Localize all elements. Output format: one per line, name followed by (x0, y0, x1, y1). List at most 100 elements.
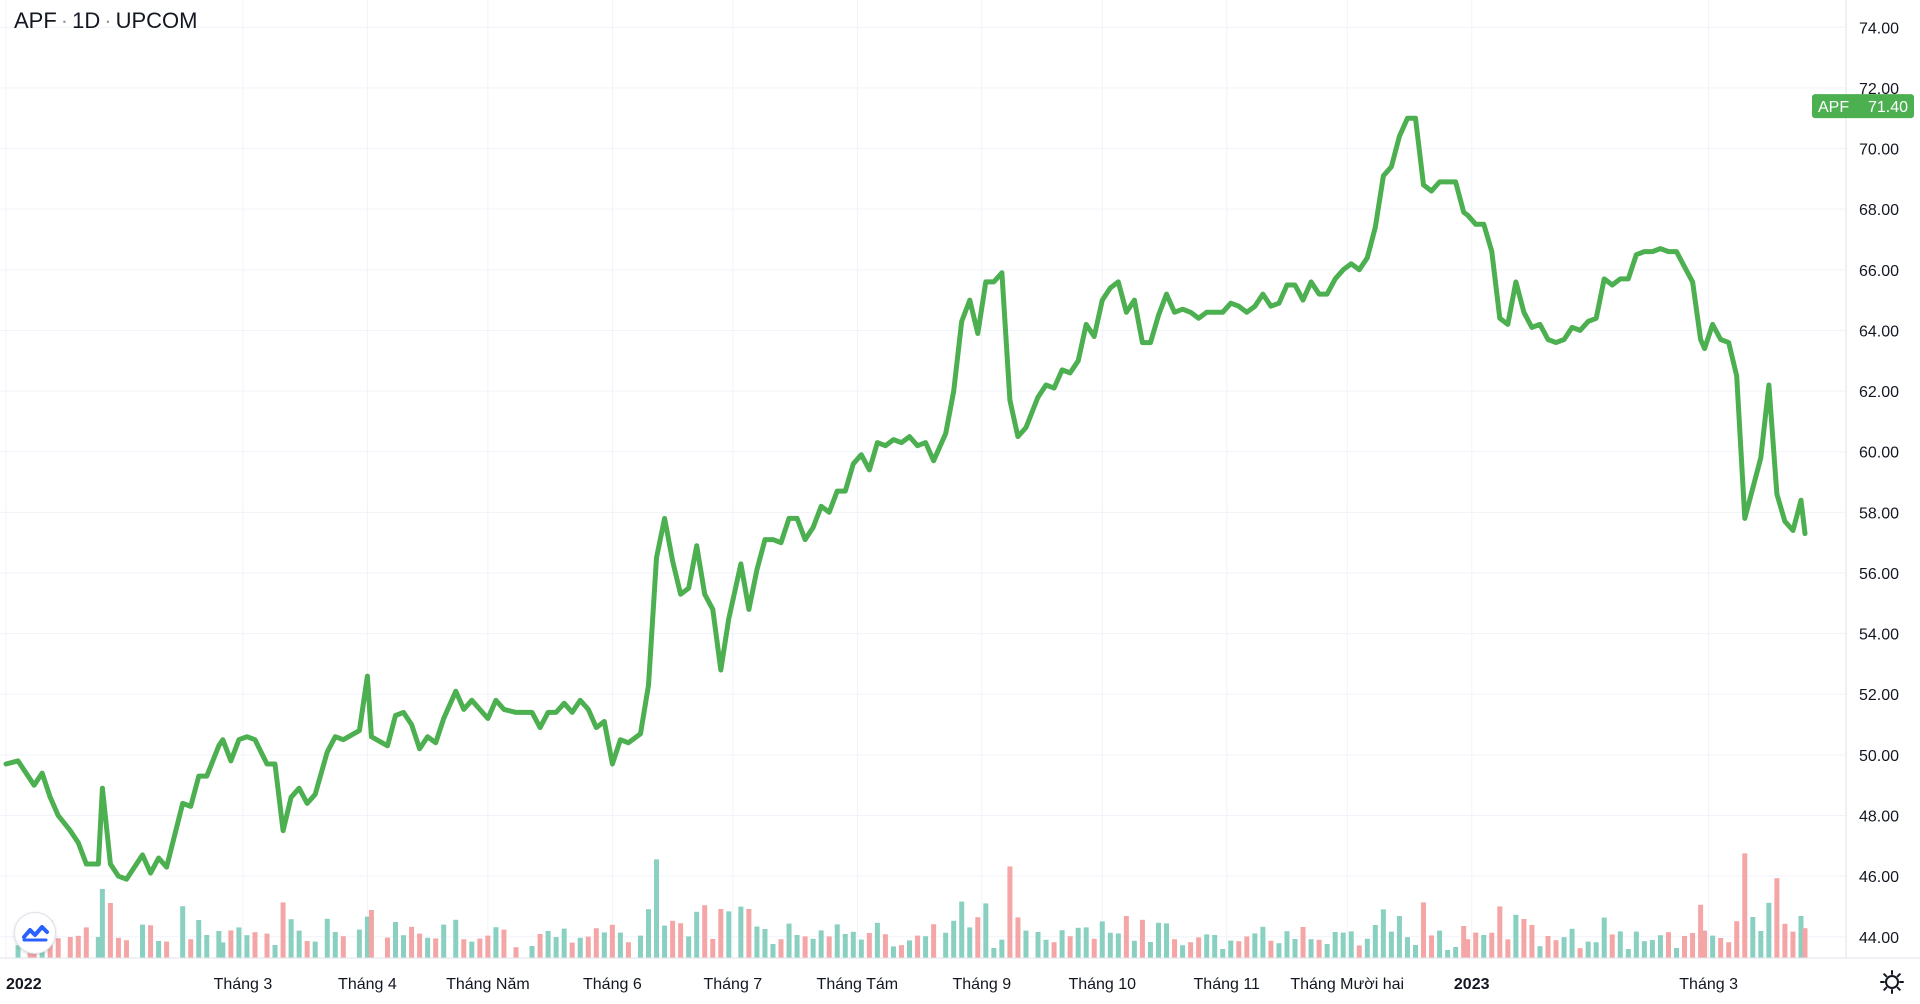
volume-bar (1529, 925, 1535, 958)
volume-bar (702, 905, 708, 958)
volume-bar (991, 948, 997, 958)
volume-bar (959, 901, 965, 958)
volume-bar (1682, 936, 1688, 958)
volume-bar (646, 909, 651, 958)
volume-bar (1388, 931, 1394, 958)
y-tick-label: 46.00 (1859, 869, 1899, 886)
volume-bar (1437, 930, 1443, 958)
volume-bar (1051, 942, 1057, 958)
volume-bar (866, 933, 872, 958)
volume-bar (1172, 939, 1178, 958)
volume-bar (1766, 902, 1772, 958)
x-tick-label: Tháng 11 (1194, 976, 1261, 993)
volume-bar (1035, 932, 1041, 958)
x-tick-label: Tháng Tám (817, 976, 899, 993)
y-tick-label: 44.00 (1859, 930, 1899, 947)
volume-bar (1481, 935, 1487, 958)
volume-bar (826, 936, 832, 958)
volume-bar (601, 932, 607, 958)
volume-bar (433, 938, 439, 958)
volume-bar (1521, 919, 1527, 958)
y-tick-label: 68.00 (1859, 202, 1899, 219)
volume-bar (738, 906, 744, 958)
volume-bar (975, 917, 981, 958)
volume-bar (1593, 942, 1599, 958)
volume-bar (1453, 947, 1459, 958)
x-tick-label: Tháng 6 (583, 976, 642, 993)
volume-bar (858, 939, 864, 958)
gear-icon[interactable] (1878, 968, 1906, 996)
volume-bar (1726, 942, 1732, 958)
volume-bar (967, 927, 973, 958)
volume-bar (401, 935, 407, 958)
volume-bar (252, 932, 258, 958)
x-tick-label: Tháng Năm (446, 976, 530, 993)
x-tick-label: 2023 (1454, 976, 1490, 993)
volume-bar (842, 934, 848, 958)
volume-bar (1236, 941, 1242, 958)
price-line (3, 115, 1808, 882)
volume-bar (1123, 916, 1129, 958)
symbol-label[interactable]: APF (14, 8, 57, 33)
volume-bar (694, 911, 700, 958)
last-price-badge-bg (1812, 94, 1914, 119)
volume-bar (1445, 950, 1451, 958)
volume-bar (1300, 927, 1306, 958)
volume-bar (384, 937, 390, 958)
volume-bar (1710, 935, 1716, 958)
volume-bar (1380, 909, 1386, 958)
volume-bar (1545, 936, 1551, 958)
volume-bar (1674, 948, 1679, 958)
volume-bar (1561, 937, 1567, 958)
interval-label[interactable]: 1D (72, 8, 101, 33)
volume-bar (686, 936, 692, 958)
volume-bar (1131, 940, 1137, 958)
volume-bar (553, 937, 559, 958)
volume-bar (1617, 931, 1623, 958)
volume-bar (1115, 933, 1121, 958)
volume-bar (670, 920, 676, 958)
y-tick-label: 72.00 (1859, 81, 1899, 98)
volume-bar (818, 930, 824, 958)
volume-bar (1107, 932, 1113, 958)
x-tick-label: Tháng 9 (952, 976, 1011, 993)
volume-bar (1260, 926, 1266, 958)
volume-bar (477, 938, 483, 958)
tradingview-logo-icon[interactable] (14, 912, 56, 954)
volume-bar (1244, 936, 1250, 958)
volume-bar (107, 903, 113, 958)
volume-bar (180, 906, 186, 958)
volume-bar (1404, 937, 1410, 958)
volume-bar (545, 931, 551, 958)
volume-bar (1465, 939, 1471, 958)
volume-bar (15, 945, 21, 958)
time-axis: 2022 Tháng 3 Tháng 4 Tháng Năm Tháng 6 Tháng … (0, 957, 1920, 993)
volume-bar (1513, 914, 1519, 958)
volume-bar (95, 937, 101, 958)
volume-bar (1665, 932, 1671, 958)
volume-bar (577, 937, 583, 958)
volume-bar (882, 934, 888, 958)
volume-bar (312, 941, 318, 958)
volume-bar (288, 919, 294, 958)
volume-bar (1155, 922, 1161, 958)
volume-bar (1015, 917, 1021, 958)
volume-bar (1332, 932, 1338, 958)
volume-bar (810, 938, 816, 958)
volume-bar (115, 937, 121, 958)
volume-bar (999, 939, 1005, 958)
volume-bar (304, 941, 310, 958)
volume-bar (746, 909, 752, 958)
volume-bar (1489, 932, 1495, 958)
volume-bar (637, 935, 643, 958)
volume-bar (786, 923, 792, 958)
volume-bar (55, 938, 61, 958)
volume-bar (609, 924, 615, 958)
volume-bar (272, 945, 278, 958)
volume-bar (1356, 945, 1362, 958)
volume-bar (340, 936, 346, 958)
volume-bar (156, 941, 162, 958)
volume-bar (1396, 916, 1402, 958)
volume-bar (1059, 930, 1065, 958)
